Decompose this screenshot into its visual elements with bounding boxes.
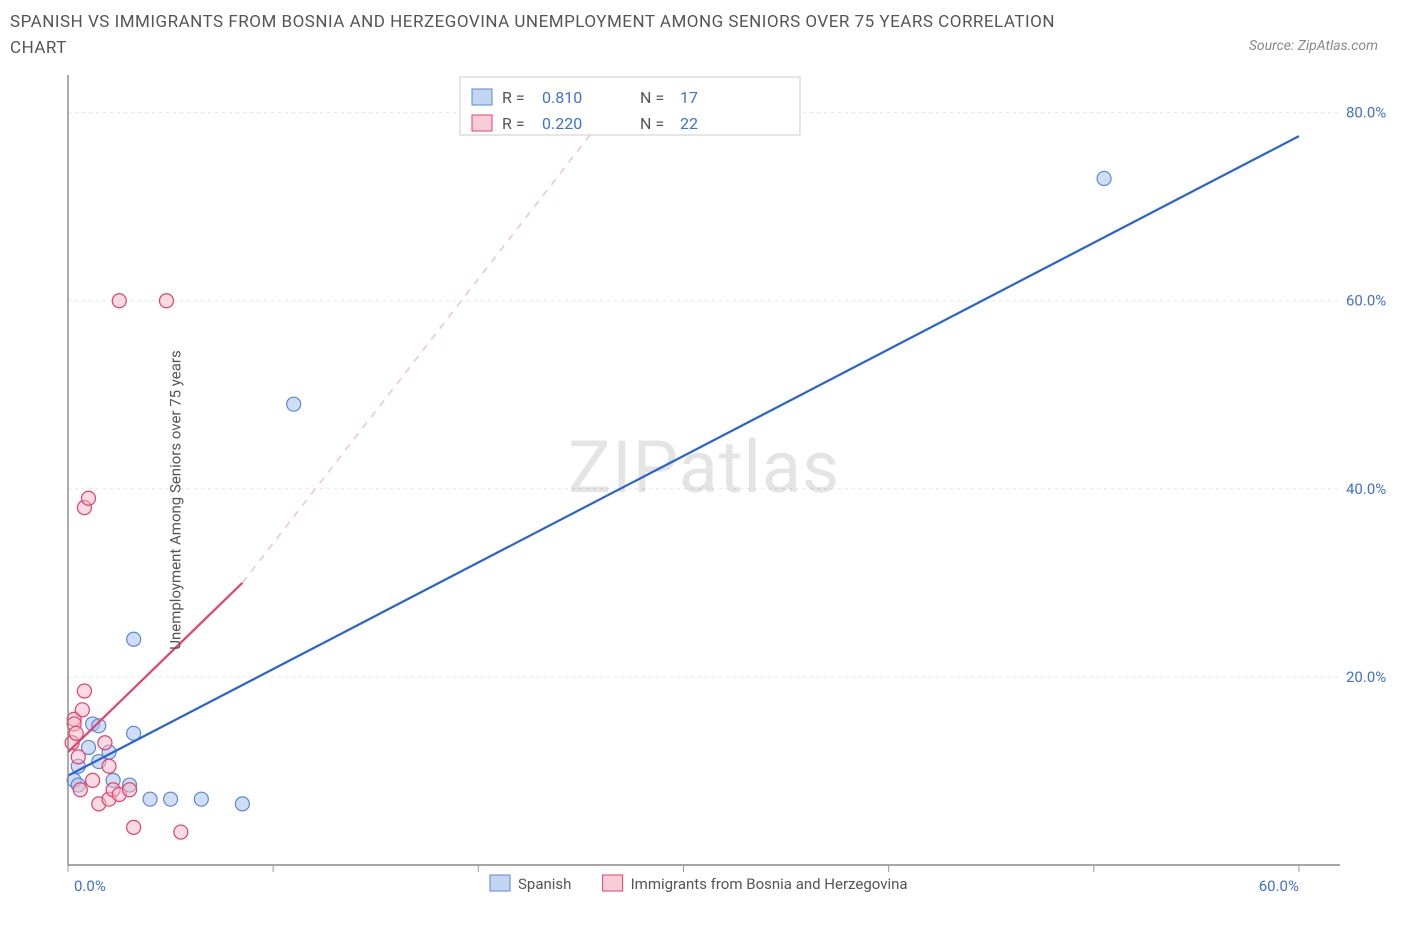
series-swatch bbox=[490, 875, 510, 891]
legend-swatch bbox=[472, 115, 492, 131]
data-point bbox=[164, 792, 178, 806]
trend-line-bosnia-dash bbox=[242, 94, 622, 583]
series-label: Spanish bbox=[518, 875, 571, 893]
legend-n-value: 17 bbox=[680, 88, 698, 107]
chart-title: SPANISH VS IMMIGRANTS FROM BOSNIA AND HE… bbox=[10, 10, 1110, 61]
data-point bbox=[194, 792, 208, 806]
y-axis-label: Unemployment Among Seniors over 75 years bbox=[167, 350, 185, 649]
legend-n-label: N = bbox=[640, 88, 664, 107]
y-tick-label: 80.0% bbox=[1346, 104, 1386, 122]
data-point bbox=[75, 703, 89, 717]
watermark: ZIPatlas bbox=[568, 425, 840, 510]
series-swatch bbox=[603, 875, 623, 891]
scatter-chart: ZIPatlas 0.0% 60.0% 20.0% 40.0% 60.0% 80.0% R =… bbox=[10, 65, 1396, 935]
legend-swatch bbox=[472, 89, 492, 105]
legend-r-label: R = bbox=[502, 88, 525, 107]
data-point bbox=[73, 783, 87, 797]
y-tick-label: 40.0% bbox=[1346, 480, 1386, 498]
data-point bbox=[123, 783, 137, 797]
data-point bbox=[235, 797, 249, 811]
data-point bbox=[143, 792, 157, 806]
source-label: Source: ZipAtlas.com bbox=[1249, 38, 1378, 54]
series-label: Immigrants from Bosnia and Herzegovina bbox=[631, 875, 908, 893]
legend-r-label: R = bbox=[502, 114, 525, 133]
data-point bbox=[98, 736, 112, 750]
trend-line-spanish bbox=[68, 136, 1299, 776]
data-point bbox=[77, 684, 91, 698]
data-point bbox=[159, 294, 173, 308]
x-tick-label: 60.0% bbox=[1259, 877, 1299, 895]
y-tick-label: 20.0% bbox=[1346, 668, 1386, 686]
data-point bbox=[174, 825, 188, 839]
y-tick-label: 60.0% bbox=[1346, 292, 1386, 310]
chart-area: Unemployment Among Seniors over 75 years… bbox=[10, 65, 1396, 935]
data-point bbox=[112, 294, 126, 308]
trend-line-bosnia-solid bbox=[68, 583, 242, 752]
data-point bbox=[1097, 171, 1111, 185]
data-point bbox=[86, 773, 100, 787]
data-point bbox=[127, 820, 141, 834]
legend-n-label: N = bbox=[640, 114, 664, 133]
data-point bbox=[102, 759, 116, 773]
legend-r-value: 0.220 bbox=[542, 114, 582, 133]
legend-r-value: 0.810 bbox=[542, 88, 582, 107]
legend-n-value: 22 bbox=[680, 114, 698, 133]
data-point bbox=[71, 750, 85, 764]
x-tick-label: 0.0% bbox=[74, 877, 106, 895]
data-point bbox=[127, 632, 141, 646]
data-point bbox=[287, 397, 301, 411]
data-point bbox=[82, 491, 96, 505]
